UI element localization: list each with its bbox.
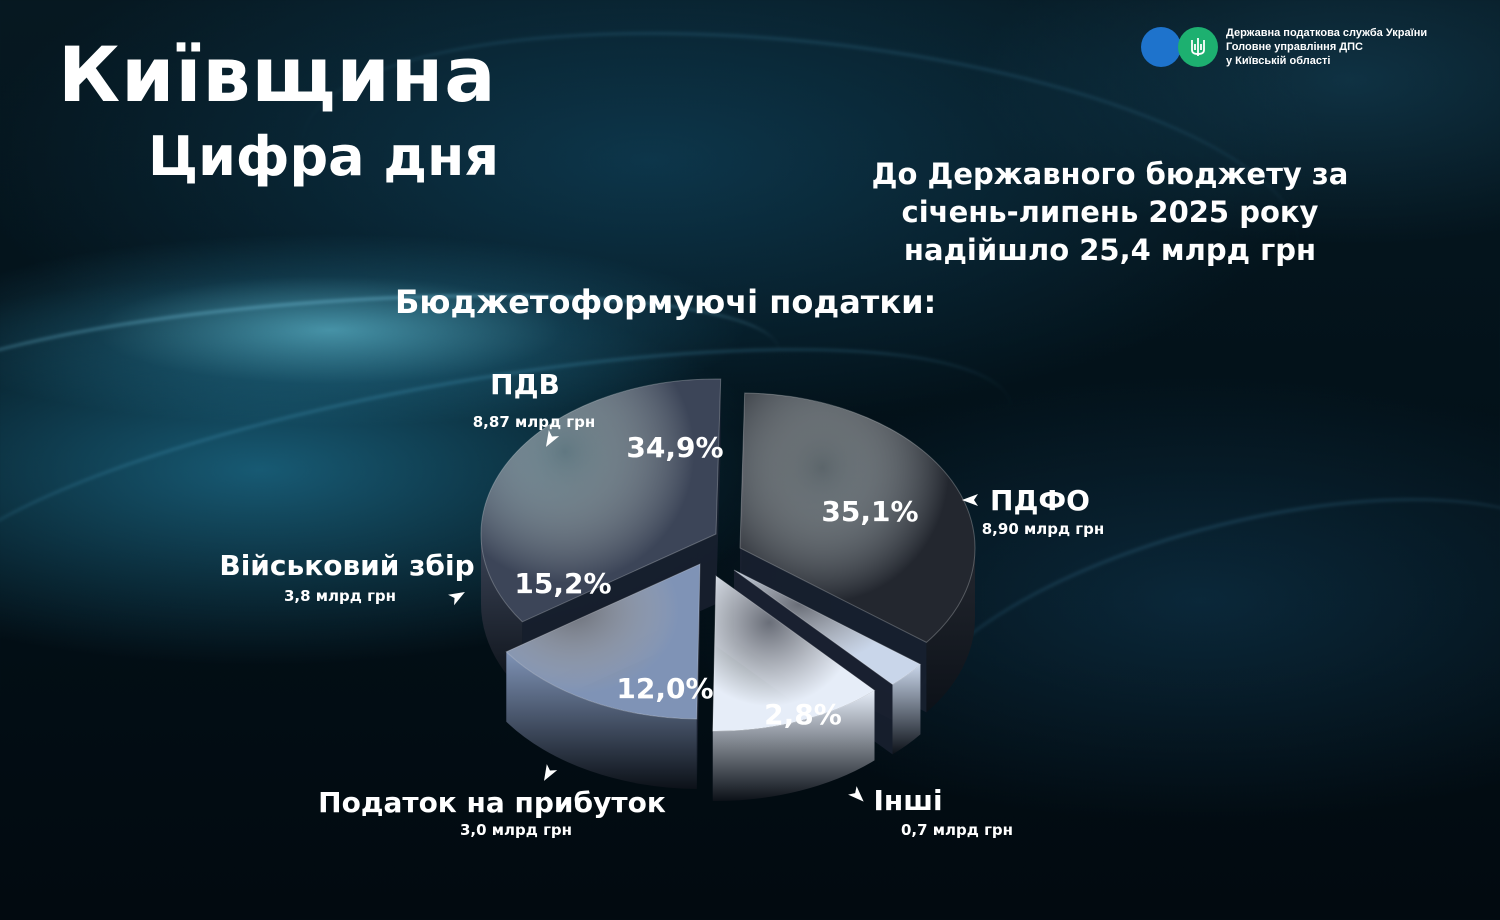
logo-line-2: Головне управління ДПС: [1226, 41, 1363, 53]
logo-blue-circle: [1141, 27, 1181, 67]
pie-slice-top: [712, 575, 876, 732]
pie-slice-top: [480, 378, 722, 623]
slice-amount-label: 0,7 млрд грн: [901, 821, 1013, 839]
slice-percent-label: 2,8%: [764, 698, 842, 731]
slice-percent-label: 15,2%: [514, 567, 611, 600]
pie-slice-2: [712, 575, 876, 801]
page-subtitle: Цифра дня: [148, 125, 499, 188]
slice-amount-label: 8,87 млрд грн: [473, 413, 596, 431]
budget-headline: До Державного бюджету за січень-липень 2…: [840, 155, 1380, 269]
pointer-arrow-icon: [962, 494, 978, 506]
pointer-arrow-icon: [848, 786, 864, 802]
slice-name-label: Військовий збір: [219, 549, 474, 582]
headline-line-2: січень-липень 2025 року: [901, 195, 1319, 229]
slice-amount-label: 3,8 млрд грн: [284, 587, 396, 605]
chart-title: Бюджетоформуючі податки:: [395, 283, 937, 321]
pie-slice-top: [739, 392, 976, 643]
pie-slice-side: [712, 690, 875, 801]
region-title: Київщина: [58, 30, 497, 119]
tax-service-logo: Державна податкова служба України Головн…: [1141, 26, 1427, 68]
logo-line-1: Державна податкова служба України: [1226, 27, 1428, 39]
trident-emblem-icon: [1178, 27, 1218, 67]
pie-slice-side: [892, 664, 921, 755]
slice-percent-label: 12,0%: [616, 672, 713, 705]
pie-slice-top: [733, 569, 922, 686]
pointer-arrow-icon: [544, 764, 558, 781]
logo-line-3: у Київській області: [1226, 55, 1331, 67]
headline-line-3: надійшло 25,4 млрд грн: [903, 233, 1317, 267]
pointer-arrow-icon: [546, 430, 560, 447]
pie-slice-top: [505, 563, 701, 720]
pie-slice-3: [505, 563, 701, 789]
slice-percent-label: 35,1%: [821, 495, 918, 528]
slice-name-label: Інші: [873, 784, 942, 817]
slice-name-label: ПДВ: [490, 368, 560, 401]
slice-amount-label: 3,0 млрд грн: [460, 821, 572, 839]
pie-slice-side: [926, 548, 975, 713]
pointer-arrow-icon: [448, 592, 465, 606]
pie-slice-face: [696, 564, 700, 789]
slice-name-label: ПДФО: [990, 484, 1090, 517]
pie-slice-side: [506, 651, 697, 789]
headline-line-1: До Державного бюджету за: [871, 157, 1349, 191]
logo-text: Державна податкова служба України Головн…: [1226, 26, 1427, 68]
pie-slice-face: [716, 379, 721, 604]
slice-amount-label: 8,90 млрд грн: [982, 520, 1105, 538]
slice-name-label: Податок на прибуток: [318, 786, 666, 819]
slice-percent-label: 34,9%: [626, 431, 723, 464]
